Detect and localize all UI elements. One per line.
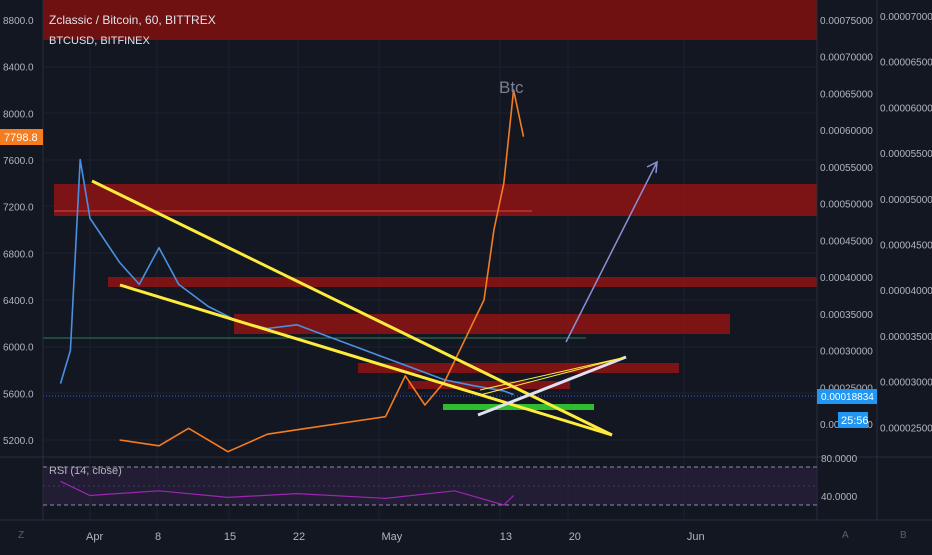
right-axis-tick-label: 0.00075000 bbox=[820, 16, 873, 27]
right-axis-tick-label: 0.00030000 bbox=[820, 347, 873, 358]
right-axis-tick-label: 0.00025000 bbox=[820, 383, 873, 394]
overlay-axis-tick-label: 0.00006500 bbox=[880, 58, 932, 69]
left-axis-tick-label: 8400.0 bbox=[3, 63, 34, 74]
left-axis-tick-label: 6000.0 bbox=[3, 343, 34, 354]
grid bbox=[43, 0, 816, 520]
time-axis-tick-label: 20 bbox=[569, 531, 581, 543]
time-axis-tick-label: May bbox=[382, 531, 403, 543]
right-axis-tick-label: 0.00065000 bbox=[820, 90, 873, 101]
overlay-axis-tick-label: 0.00004000 bbox=[880, 286, 932, 297]
left-axis-tick-label: 6400.0 bbox=[3, 296, 34, 307]
left-axis-tick-label: 5200.0 bbox=[3, 436, 34, 447]
btc-last-badge: 7798.8 bbox=[0, 129, 43, 145]
rsi-upper-label: 80.0000 bbox=[821, 454, 858, 465]
btcusd-series-line[interactable] bbox=[119, 89, 525, 453]
right-axis-tick-label: 0.00060000 bbox=[820, 126, 873, 137]
overlay-axis-tick-label: 0.00006000 bbox=[880, 103, 932, 114]
left-axis-tick-label: 8800.0 bbox=[3, 16, 34, 27]
right-axis-tick-label: 0.00035000 bbox=[820, 310, 873, 321]
overlay-axis-tick-label: 0.00003000 bbox=[880, 378, 932, 389]
zone-mid bbox=[108, 277, 817, 287]
overlay-axis-tick-label: 0.00002500 bbox=[880, 423, 932, 434]
right-axis-tick-label: 0.00040000 bbox=[820, 273, 873, 284]
countdown-value: 25:56 bbox=[841, 415, 869, 427]
main-symbol-title[interactable]: Zclassic / Bitcoin, 60, BITTREX bbox=[49, 13, 216, 27]
overlay-axis-tick-label: 0.00004500 bbox=[880, 241, 932, 252]
right-axis-tick-label: 0.00045000 bbox=[820, 236, 873, 247]
left-axis-tick-label: 5600.0 bbox=[3, 389, 34, 400]
overlay-price-axis[interactable]: 0.00007000 0.00006500 0.00006000 0.00005500… bbox=[880, 12, 932, 434]
time-axis[interactable]: Apr 8 15 22 May 13 20 Jun bbox=[86, 531, 705, 543]
zone-bottom bbox=[358, 363, 679, 373]
overlay-axis-tick-label: 0.00007000 bbox=[880, 12, 932, 23]
right-axis-tick-label: 0.00070000 bbox=[820, 53, 873, 64]
corner-letter-a[interactable]: A bbox=[842, 530, 849, 541]
corner-letter-b[interactable]: B bbox=[900, 530, 907, 541]
right-price-axis[interactable]: 0.00075000 0.00070000 0.00065000 0.00060000… bbox=[820, 16, 873, 431]
left-axis-tick-label: 8000.0 bbox=[3, 109, 34, 120]
overlay-symbol-title[interactable]: BTCUSD, BITFINEX bbox=[49, 35, 151, 47]
zones bbox=[43, 0, 817, 410]
time-axis-tick-label: Jun bbox=[687, 531, 705, 543]
zcl-last-value: 0.00018834 bbox=[821, 392, 874, 403]
btc-last-value: 7798.8 bbox=[4, 132, 38, 144]
time-axis-tick-label: 8 bbox=[155, 531, 161, 543]
rsi-pane[interactable] bbox=[43, 466, 817, 506]
fan-line-1 bbox=[479, 356, 627, 391]
drawings[interactable] bbox=[91, 160, 658, 437]
left-axis-tick-label: 7600.0 bbox=[3, 156, 34, 167]
rsi-lower-label: 40.0000 bbox=[821, 492, 858, 503]
overlay-axis-tick-label: 0.00003500 bbox=[880, 332, 932, 343]
rsi-title[interactable]: RSI (14, close) bbox=[49, 465, 122, 477]
target-arrow bbox=[565, 161, 658, 343]
right-axis-tick-label: 0.00050000 bbox=[820, 200, 873, 211]
time-axis-tick-label: 15 bbox=[224, 531, 236, 543]
rsi-layer bbox=[60, 480, 515, 506]
zone-top bbox=[43, 0, 817, 40]
overlay-axis-tick-label: 0.00005000 bbox=[880, 195, 932, 206]
right-axis-tick-label: 0.00055000 bbox=[820, 163, 873, 174]
time-axis-tick-label: 13 bbox=[500, 531, 512, 543]
zcl-last-badge: 0.00018834 bbox=[817, 389, 877, 404]
upper-trendline bbox=[91, 179, 613, 437]
left-axis-tick-label: 6800.0 bbox=[3, 249, 34, 260]
zone-bottom-small bbox=[408, 381, 570, 389]
time-axis-tick-label: 22 bbox=[293, 531, 305, 543]
fan-line-2 bbox=[479, 356, 627, 396]
target-arrow-head bbox=[646, 160, 658, 174]
left-axis-tick-label: 7200.0 bbox=[3, 203, 34, 214]
corner-letter-z[interactable]: Z bbox=[18, 530, 24, 541]
time-axis-tick-label: Apr bbox=[86, 531, 103, 543]
lower-trendline bbox=[119, 283, 613, 437]
countdown-badge: 25:56 bbox=[838, 412, 869, 428]
btc-annotation[interactable]: Btc bbox=[499, 78, 524, 97]
left-price-axis[interactable]: 8800.0 8400.0 8000.0 7600.0 7200.0 6800.0 6400… bbox=[3, 16, 34, 447]
overlay-axis-tick-label: 0.00005500 bbox=[880, 149, 932, 160]
zone-lower bbox=[234, 314, 730, 334]
breakout-line bbox=[477, 355, 627, 417]
rsi-series-line[interactable] bbox=[60, 480, 515, 506]
